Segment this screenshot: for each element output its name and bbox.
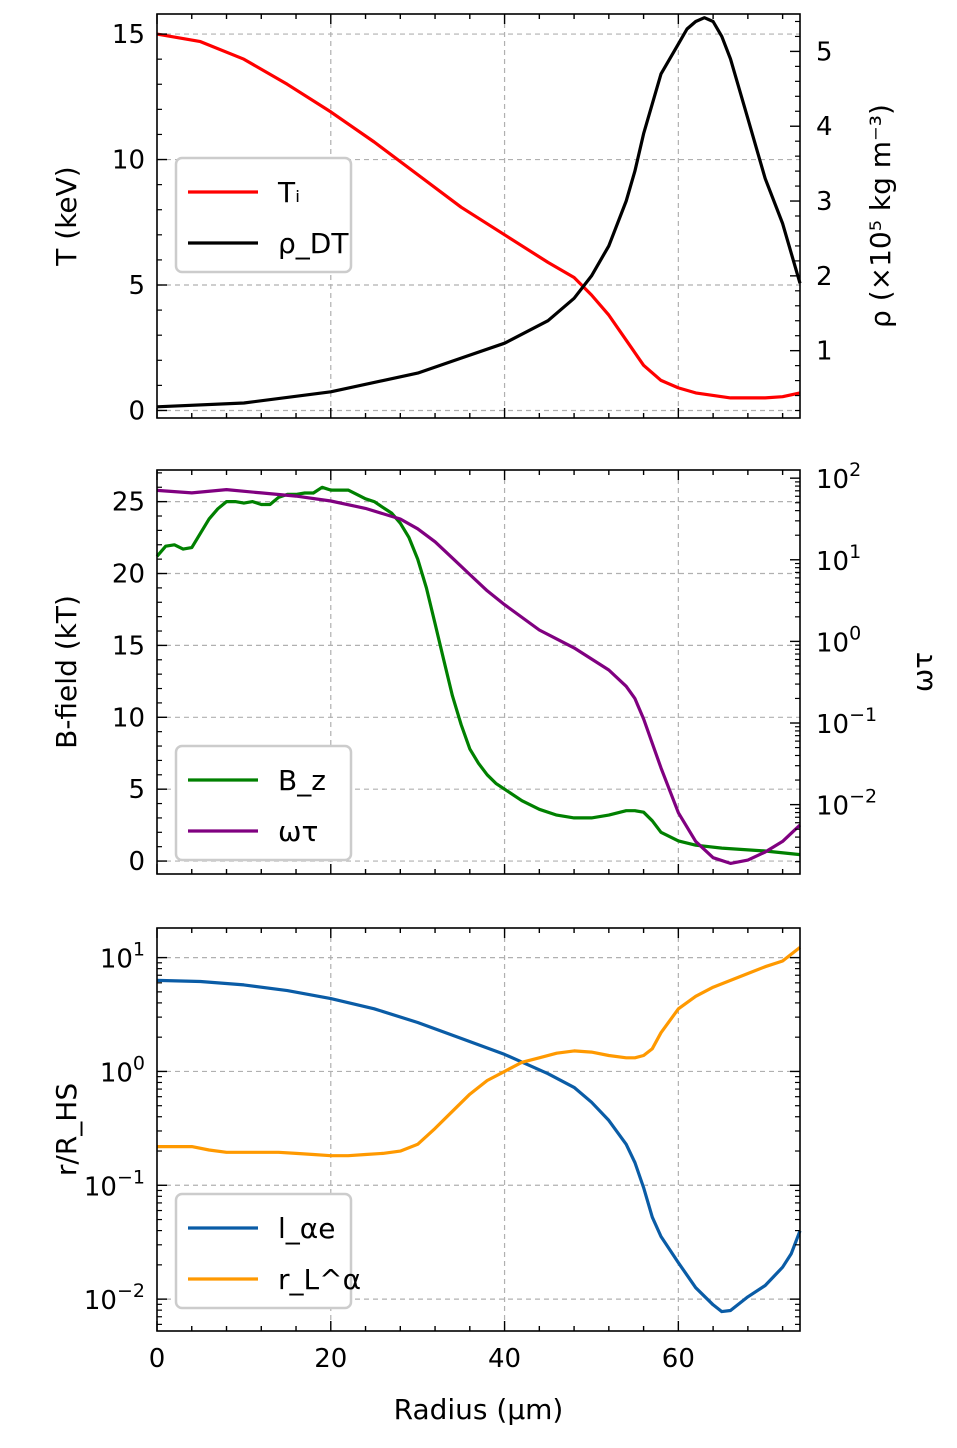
legend-label-0: Tᵢ (277, 176, 300, 209)
panel-top: 0 5 10 15 1 2 3 4 5 T (keV) ρ (×10⁵ kg m⁻³) Tᵢ ρ_DT (50, 13, 897, 426)
tick-label: 10−1 (84, 1166, 145, 1202)
y-axis-title: r/R_HS (50, 1083, 83, 1176)
plot-frame (156, 469, 801, 875)
y-axis-title: B-field (kT) (50, 595, 83, 749)
tick-label: 10−2 (84, 1280, 145, 1316)
x-tick-label: 40 (488, 1344, 521, 1374)
legend-label-0: l_αe (278, 1212, 335, 1245)
y-tick-label: 15 (112, 20, 145, 50)
legend-label-1: r_L^α (278, 1263, 361, 1296)
y-right-axis-title: ωτ (906, 652, 939, 692)
y-right-tick-label: 3 (816, 187, 833, 217)
series-line-0 (155, 485, 801, 857)
y-tick-label: 5 (128, 775, 145, 805)
tick-label: 10−1 (816, 704, 877, 740)
y-right-tick-label: 1 (816, 337, 833, 367)
y-tick-label: 5 (128, 271, 145, 301)
y-right-axis-title: ρ (×10⁵ kg m⁻³) (864, 104, 897, 328)
plot-frame (156, 927, 801, 1332)
x-axis-title: Radius (μm) (394, 1393, 564, 1426)
y-axis-title: T (keV) (50, 166, 83, 266)
tick-label: 100 (100, 1052, 145, 1088)
tick-label: 101 (100, 939, 145, 975)
x-tick-label: 60 (662, 1344, 695, 1374)
tick-label: 101 (816, 541, 861, 577)
y-right-tick-label: 5 (816, 37, 833, 67)
series-line-0 (156, 32, 801, 400)
series-line-1 (156, 488, 802, 866)
legend-label-1: ρ_DT (278, 227, 349, 260)
y-tick-label: 15 (112, 631, 145, 661)
legend-label-1: ωτ (278, 815, 318, 848)
y-tick-label: 20 (112, 560, 145, 590)
panel-bottom: 10−2 10−1 100 101 0 20 40 60 r/R_HS Radius (μm) l_… (50, 927, 802, 1426)
series-line-1 (157, 946, 801, 1158)
series-line-0 (156, 978, 802, 1314)
y-tick-label: 0 (128, 847, 145, 877)
panel-middle: 0 5 10 15 20 25 10−2 10−1 100 101 102 B-field (kT) ω… (50, 459, 939, 877)
y-tick-label: 25 (112, 488, 145, 518)
tick-label: 100 (816, 622, 861, 658)
y-right-tick-label: 2 (816, 262, 833, 292)
x-tick-label: 20 (314, 1344, 347, 1374)
y-right-tick-label: 4 (816, 112, 833, 142)
tick-label: 10−2 (816, 786, 877, 822)
y-tick-label: 0 (128, 396, 145, 426)
series-line-1 (156, 16, 802, 409)
y-tick-label: 10 (112, 146, 145, 176)
y-tick-label: 10 (112, 703, 145, 733)
tick-label: 102 (816, 459, 861, 495)
x-tick-label: 0 (149, 1344, 166, 1374)
legend-label-0: B_z (278, 764, 326, 797)
